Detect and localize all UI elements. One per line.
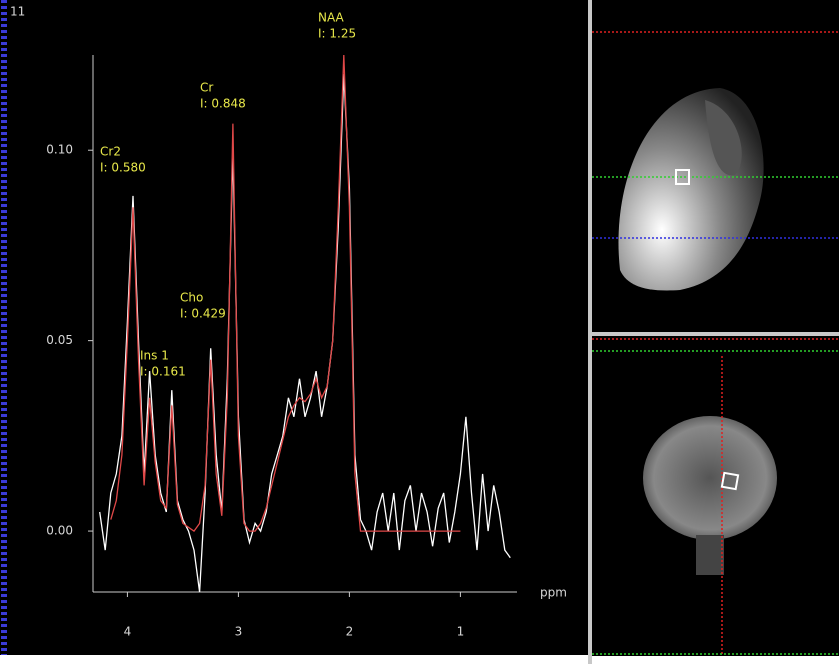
divider <box>588 0 592 664</box>
spectrum-line <box>110 54 461 532</box>
divider <box>592 332 839 336</box>
mri-image <box>643 416 777 540</box>
peak-annotation: Cr <box>200 81 213 95</box>
voxel-box[interactable] <box>720 471 740 491</box>
slice-lines <box>592 31 839 656</box>
peak-annotation: Cho <box>180 291 203 305</box>
mri-image <box>696 535 724 575</box>
spectrum-panel <box>0 0 588 655</box>
mri-image <box>705 100 742 176</box>
peak-annotation: I: 1.25 <box>318 27 356 41</box>
peak-annotation: NAA <box>318 11 345 25</box>
peak-annotation: I: 0.580 <box>100 161 146 175</box>
x-tick-label: 1 <box>457 625 465 639</box>
x-tick-label: 3 <box>235 625 243 639</box>
peak-annotation: Ins 1 <box>140 349 169 363</box>
peak-annotation: I: 0.848 <box>200 97 246 111</box>
peak-annotation: I: 0.161 <box>140 365 186 379</box>
x-axis-label: ppm <box>540 586 567 600</box>
y-tick-label: 0.10 <box>46 143 73 157</box>
x-tick-label: 2 <box>346 625 354 639</box>
peak-annotation: Cr2 <box>100 145 121 159</box>
voxel-box[interactable] <box>675 169 690 185</box>
peak-annotation: I: 0.429 <box>180 307 226 321</box>
y-tick-label: 0.05 <box>46 333 73 347</box>
window-label: 11 <box>10 5 25 19</box>
y-tick-label: 0.00 <box>46 524 73 538</box>
x-tick-label: 4 <box>124 625 132 639</box>
